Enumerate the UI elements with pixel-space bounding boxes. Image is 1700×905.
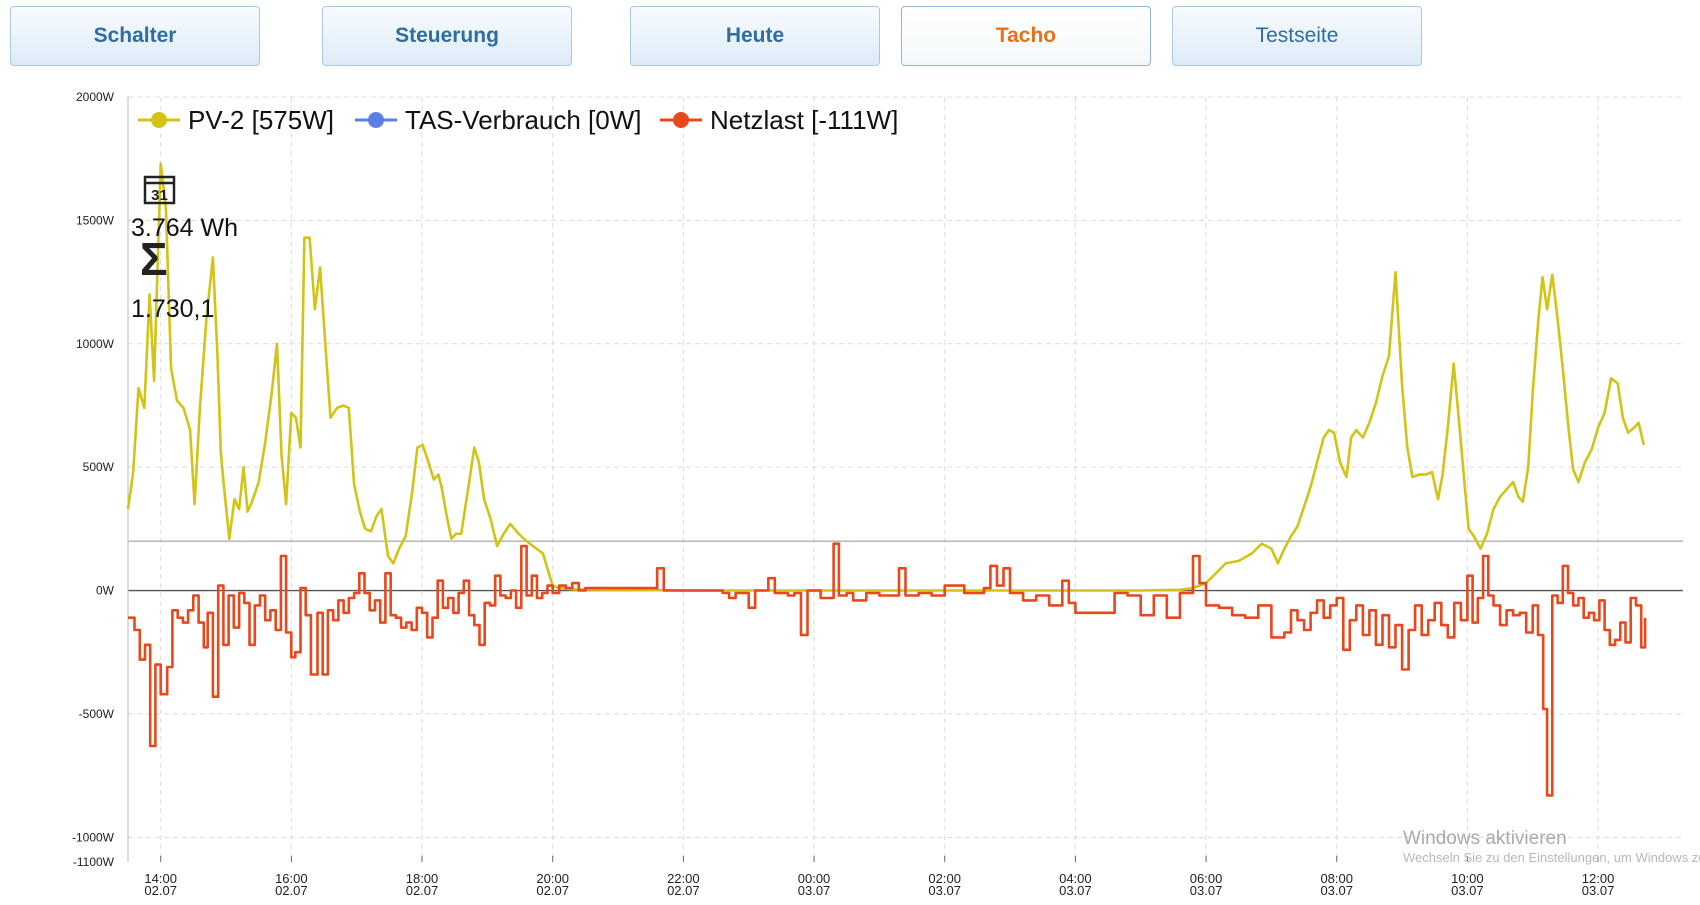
- x-tick-time: 08:00: [1320, 871, 1353, 886]
- calendar-icon: 31: [143, 175, 176, 205]
- y-tick-label: -500W: [79, 707, 115, 721]
- sigma-icon: Σ: [140, 233, 168, 285]
- chart-series: [126, 162, 1647, 797]
- x-tick-date: 03.07: [1320, 883, 1353, 898]
- x-tick-date: 03.07: [1059, 883, 1092, 898]
- x-tick-date: 02.07: [406, 883, 439, 898]
- y-tick-label: 1500W: [76, 213, 115, 227]
- x-tick-date: 03.07: [928, 883, 961, 898]
- x-tick-time: 04:00: [1059, 871, 1092, 886]
- watermark-title: Windows aktivieren: [1403, 828, 1567, 849]
- legend-marker: [151, 112, 167, 128]
- legend-item-1: TAS-Verbrauch [0W]: [355, 105, 642, 135]
- chart-legend: PV-2 [575W] TAS-Verbrauch [0W] Netzlast [-…: [138, 105, 898, 135]
- power-chart: 2000W 1500W 1000W 500W 0W -500W -1000W -1100W 14…: [72, 90, 1700, 898]
- x-tick-time: 10:00: [1451, 871, 1484, 886]
- x-tick-date: 03.07: [1582, 883, 1615, 898]
- legend-marker: [673, 112, 689, 128]
- series-line-0: [126, 162, 1646, 592]
- y-tick-label: 1000W: [76, 337, 115, 351]
- legend-label: PV-2 [575W]: [188, 105, 334, 135]
- x-tick-time: 14:00: [144, 871, 177, 886]
- series-line-2: [128, 542, 1647, 797]
- legend-label: Netzlast [-111W]: [710, 105, 898, 135]
- y-tick-label: -1000W: [72, 830, 115, 844]
- x-tick-time: 16:00: [275, 871, 308, 886]
- legend-item-2: Netzlast [-111W]: [660, 105, 898, 135]
- energy-value: 3.764 Wh: [131, 214, 238, 242]
- watermark-subtitle: Wechseln Sie zu den Einstellungen, um Wi…: [1403, 850, 1700, 865]
- chart-axes: 2000W 1500W 1000W 500W 0W -500W -1000W -1100W 14…: [72, 90, 1683, 898]
- x-tick-date: 03.07: [1451, 883, 1484, 898]
- energy-info: 31 3.764 Wh Σ 1.730,1: [131, 175, 238, 323]
- x-tick-time: 00:00: [798, 871, 831, 886]
- x-tick-time: 18:00: [406, 871, 439, 886]
- legend-item-0: PV-2 [575W]: [138, 105, 334, 135]
- tab-schalter[interactable]: Schalter: [10, 6, 260, 66]
- legend-marker: [368, 112, 384, 128]
- y-tick-label: -1100W: [73, 855, 115, 869]
- x-tick-date: 02.07: [275, 883, 308, 898]
- legend-label: TAS-Verbrauch [0W]: [405, 105, 642, 135]
- sum-value: 1.730,1: [131, 295, 214, 323]
- x-tick-time: 06:00: [1190, 871, 1223, 886]
- y-tick-label: 0W: [96, 584, 115, 598]
- calendar-day: 31: [151, 187, 168, 204]
- y-tick-label: 2000W: [76, 90, 115, 104]
- x-tick-time: 12:00: [1582, 871, 1615, 886]
- chart-grid: [128, 96, 1683, 862]
- tab-testseite[interactable]: Testseite: [1172, 6, 1422, 66]
- x-tick-date: 02.07: [144, 883, 177, 898]
- tab-tacho[interactable]: Tacho: [901, 6, 1151, 66]
- x-tick-date: 03.07: [1190, 883, 1223, 898]
- tab-heute[interactable]: Heute: [630, 6, 880, 66]
- windows-watermark: Windows aktivieren Wechseln Sie zu den E…: [1403, 828, 1700, 865]
- x-tick-time: 22:00: [667, 871, 700, 886]
- x-tick-time: 02:00: [928, 871, 961, 886]
- x-tick-date: 03.07: [798, 883, 831, 898]
- y-tick-label: 500W: [83, 460, 115, 474]
- x-tick-date: 02.07: [536, 883, 569, 898]
- x-tick-date: 02.07: [667, 883, 700, 898]
- tab-steuerung[interactable]: Steuerung: [322, 6, 572, 66]
- x-tick-time: 20:00: [536, 871, 569, 886]
